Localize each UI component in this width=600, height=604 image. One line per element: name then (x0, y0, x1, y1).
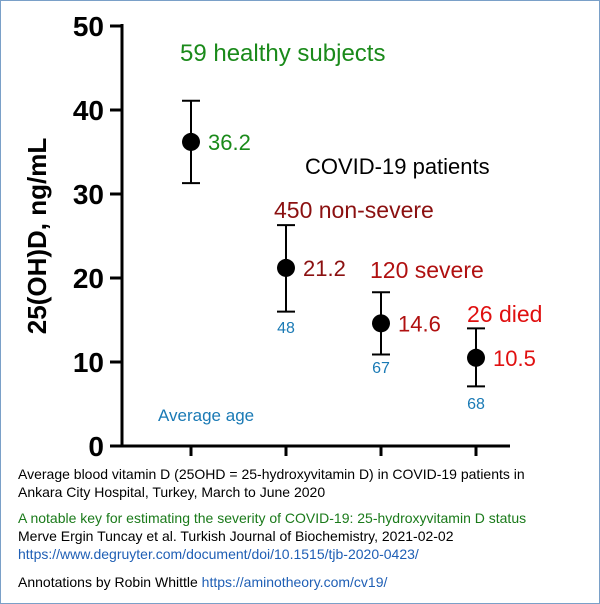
average-age-label: Average age (158, 406, 254, 425)
x-ticks (189, 446, 478, 456)
vitamin-d-chart: 25(OH)D, ng/mL 0 10 20 30 40 50 36.2 59 health… (22, 11, 542, 460)
mean-point (182, 132, 200, 151)
data-points: 36.2 59 healthy subjects 21.2 450 non-sever… (180, 40, 542, 413)
doi-link[interactable]: https://www.degruyter.com/document/doi/1… (18, 546, 419, 562)
mean-value-label: 10.5 (493, 346, 536, 371)
y-tick-label: 10 (73, 347, 104, 378)
y-tick-label: 40 (73, 95, 104, 126)
category-label: 26 died (467, 301, 542, 327)
y-tick-label: 30 (73, 179, 104, 210)
caption-line-2: Ankara City Hospital, Turkey, March to J… (18, 484, 326, 500)
annotations-by-text: Annotations by Robin Whittle (18, 574, 198, 590)
age-label: 68 (467, 396, 485, 413)
mean-point (277, 258, 295, 277)
annotations-link[interactable]: https://aminotheory.com/cv19/ (201, 574, 388, 590)
category-label: 120 severe (370, 257, 484, 283)
mean-point (372, 314, 390, 333)
paper-title: A notable key for estimating the severit… (18, 510, 527, 526)
category-label: 59 healthy subjects (180, 40, 385, 67)
data-point-group: 36.2 59 healthy subjects (180, 40, 385, 185)
axes (120, 24, 510, 448)
y-axis-label: 25(OH)D, ng/mL (22, 138, 52, 335)
y-tick-label: 20 (73, 263, 104, 294)
data-point-group: 21.2 450 non-severe 48 (274, 197, 434, 337)
caption-line-1: Average blood vitamin D (25OHD = 25-hydr… (18, 466, 525, 482)
category-label: 450 non-severe (274, 197, 434, 223)
mean-point (467, 348, 485, 367)
mean-value-label: 14.6 (398, 311, 441, 336)
citation: Merve Ergin Tuncay et al. Turkish Journa… (18, 528, 454, 544)
y-tick-label: 50 (73, 11, 104, 42)
age-label: 67 (372, 360, 390, 377)
y-ticks: 0 10 20 30 40 50 (73, 11, 122, 460)
y-tick-label: 0 (88, 431, 104, 460)
age-label: 48 (277, 320, 295, 337)
covid-patients-title: COVID-19 patients (305, 154, 490, 179)
mean-value-label: 21.2 (303, 256, 346, 281)
data-point-group: 10.5 26 died 68 (467, 301, 542, 413)
data-point-group: 14.6 120 severe 67 (370, 257, 484, 377)
annotations-credit: Annotations by Robin Whittle https://ami… (18, 573, 387, 591)
mean-value-label: 36.2 (208, 130, 251, 155)
